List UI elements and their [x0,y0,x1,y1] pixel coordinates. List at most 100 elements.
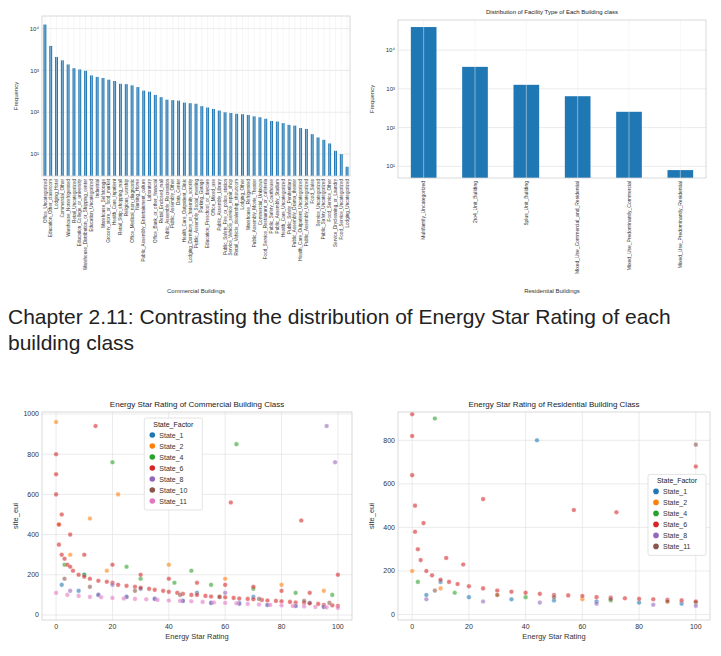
grid-line [155,16,156,176]
point [594,595,599,600]
heading: Chapter 2.11: Contrasting the distributi… [8,304,713,356]
point [481,599,486,604]
grid-line [225,412,226,620]
point [279,583,284,588]
legend-label: State_8 [663,532,687,540]
point [172,581,177,586]
x-tick-label: Retail_Uncategorized [72,179,77,223]
x-tick-label: Public_Assembly_Other [170,179,175,228]
x-tick-label: Religious_worship [124,179,129,217]
y-tick-label: 200 [27,571,39,578]
grid-line [56,412,57,620]
point [299,518,304,523]
y-tick-label: 10³ [30,68,39,74]
point [223,577,228,582]
grid-line [271,16,272,176]
y-tick-label: 400 [383,524,395,531]
point [594,601,599,606]
y-tick-label: 10⁴ [386,47,396,53]
point [189,599,194,604]
legend-label: State_6 [159,465,183,473]
grid-line [190,16,191,176]
grid-line [526,20,527,178]
legend-label: State_2 [159,443,183,451]
point [99,595,104,600]
point [279,603,284,608]
x-tick-label: Retail_Strip_shopping_mall [118,179,123,235]
grid-line [300,16,301,176]
grid-line [306,16,307,176]
point [327,601,332,606]
x-tick-label: Education_Other_classroom [48,179,53,237]
x-tick-label: 40 [165,623,173,630]
point [71,568,76,573]
grid-line [335,16,336,176]
grid-line [172,16,173,176]
point [234,442,239,447]
point [189,568,194,573]
point [110,460,115,465]
point [293,591,298,596]
x-tick-label: Office_Uncategorized [43,179,48,224]
legend-marker [150,465,156,471]
point [424,593,429,598]
x-tick-label: Public_Safety_Fire_or_police_station [223,179,228,255]
point [116,492,121,497]
y-tick-label: 10¹ [386,163,395,169]
point [495,593,500,598]
grid-line [42,574,352,575]
point [413,529,418,534]
point [195,581,200,586]
point [268,603,273,608]
point [467,584,472,589]
x-tick-label: Service_Drycleaning_or_Laundry [333,178,338,247]
point [572,508,577,513]
point [694,442,699,447]
y-tick-label: 10¹ [30,151,39,157]
plot-frame [42,16,350,176]
point [410,412,415,416]
point [200,600,205,605]
y-axis-label: site_eui [367,503,376,529]
legend-marker [653,511,659,517]
grid-line [91,16,92,176]
point [416,580,421,585]
point [110,562,115,567]
x-tick-label: Public_Assembly_Uncategorized [304,179,309,247]
point [679,598,684,603]
plot-frame [42,412,352,620]
point [138,572,143,577]
grid-line [277,16,278,176]
point [481,497,486,502]
point [251,597,256,602]
grid-line [62,16,63,176]
point [665,599,670,604]
point [535,438,540,443]
point [566,593,571,598]
point [637,597,642,602]
grid-line [398,570,710,571]
point [105,580,110,585]
point [223,591,228,596]
point [509,597,514,602]
grid-line [337,412,338,620]
point [68,532,73,537]
grid-line [680,20,681,178]
grid-line [577,20,578,178]
grid-line [329,16,330,176]
grid-line [73,16,74,176]
point [167,590,172,595]
grid-line [259,16,260,176]
point [57,522,62,527]
point [178,599,183,604]
point [333,460,338,465]
grid-line [639,412,640,620]
grid-line [475,20,476,178]
point [76,572,81,577]
x-tick-label: Office_Bank_or_other_financial [153,179,158,243]
point [144,597,149,602]
grid-line [201,16,202,176]
point [54,452,59,457]
point [54,420,59,425]
point [54,591,59,596]
